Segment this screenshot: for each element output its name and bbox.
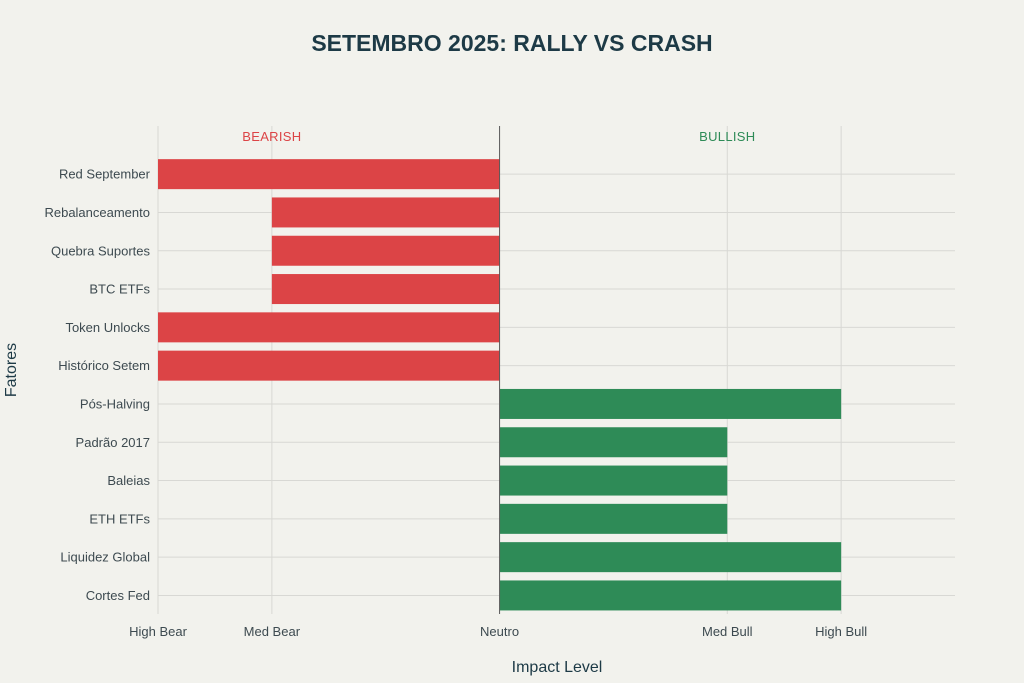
y-tick-label: BTC ETFs [89,282,150,297]
y-tick-label: Baleias [107,473,150,488]
y-tick-label: Histórico Setem [58,358,150,373]
y-tick-label: Cortes Fed [86,588,150,603]
bar-bullish [499,465,728,496]
y-axis-title: Fatores [3,343,20,397]
bars [158,126,842,614]
y-tick-label: ETH ETFs [89,511,150,526]
y-tick-label: Liquidez Global [60,550,150,565]
x-axis-ticks: High Bear Med Bear Neutro Med Bull High Bull [129,624,867,639]
annotations: BEARISH BULLISH [242,129,755,144]
bar-bullish [499,427,728,458]
x-tick-label: Med Bear [244,624,301,639]
y-tick-label: Rebalanceamento [44,205,150,220]
bar-bearish [158,350,500,381]
y-axis-ticks: Red September Rebalanceamento Quebra Supor… [44,167,150,603]
bar-bearish [158,159,500,190]
bar-bearish [158,312,500,343]
y-tick-label: Token Unlocks [65,320,150,335]
x-tick-label: High Bull [815,624,867,639]
bar-bullish [499,542,842,573]
bar-bullish [499,388,842,419]
x-tick-label: Neutro [480,624,519,639]
x-axis-title: Impact Level [512,659,603,676]
bar-bullish [499,503,728,534]
chart-title: SETEMBRO 2025: RALLY VS CRASH [311,30,712,56]
y-tick-label: Red September [59,167,151,182]
annotation-bearish: BEARISH [242,129,301,144]
bar-bearish [271,274,500,305]
bar-bearish [271,235,500,266]
y-tick-label: Pós-Halving [80,396,150,411]
bar-bullish [499,580,842,611]
x-tick-label: High Bear [129,624,187,639]
annotation-bullish: BULLISH [699,129,755,144]
bar-bearish [271,197,500,228]
x-tick-label: Med Bull [702,624,753,639]
y-tick-label: Padrão 2017 [76,435,150,450]
y-tick-label: Quebra Suportes [51,243,151,258]
